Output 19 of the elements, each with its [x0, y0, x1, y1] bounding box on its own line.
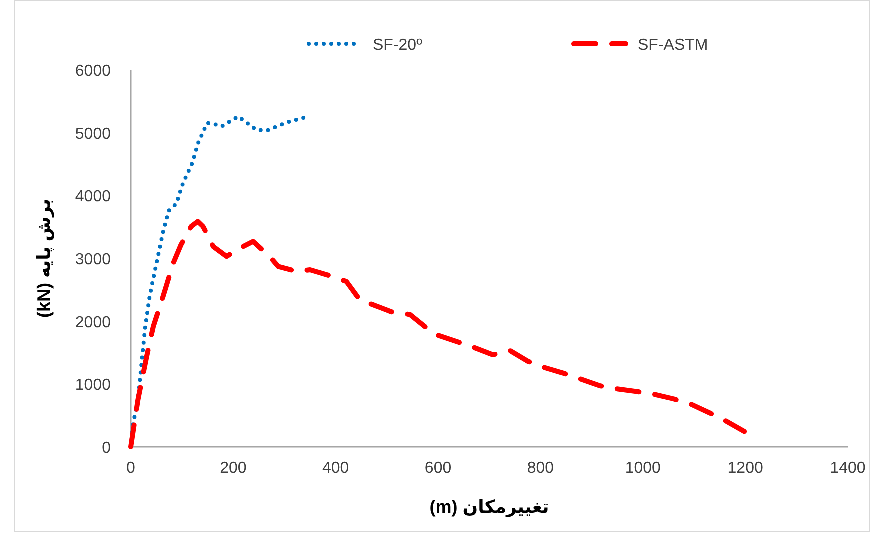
y-tick-label: 0: [102, 440, 112, 457]
y-tick-label: 2000: [75, 314, 112, 332]
legend-label: SF-ASTM: [638, 37, 708, 54]
x-tick-label: 400: [322, 460, 350, 477]
y-tick-label: 3000: [75, 252, 112, 268]
y-tick-label: 6000: [75, 63, 112, 80]
x-tick-label: 1200: [728, 460, 764, 477]
y-tick-label: 1000: [75, 377, 112, 394]
y-tick-label: 5000: [75, 126, 112, 143]
x-tick-label: 0: [126, 460, 136, 477]
x-tick-label: 800: [527, 460, 554, 477]
y-axis-title: برش پایه (kN): [34, 199, 55, 318]
legend-label: SF-20º: [373, 37, 423, 54]
x-tick-label: 1400: [830, 460, 866, 477]
y-tick-label: 4000: [75, 188, 112, 206]
x-tick-label: 600: [424, 460, 452, 477]
x-axis-title: تغییرمکان (m): [430, 497, 550, 518]
x-tick-label: 1000: [625, 460, 662, 477]
x-tick-label: 200: [220, 460, 247, 477]
